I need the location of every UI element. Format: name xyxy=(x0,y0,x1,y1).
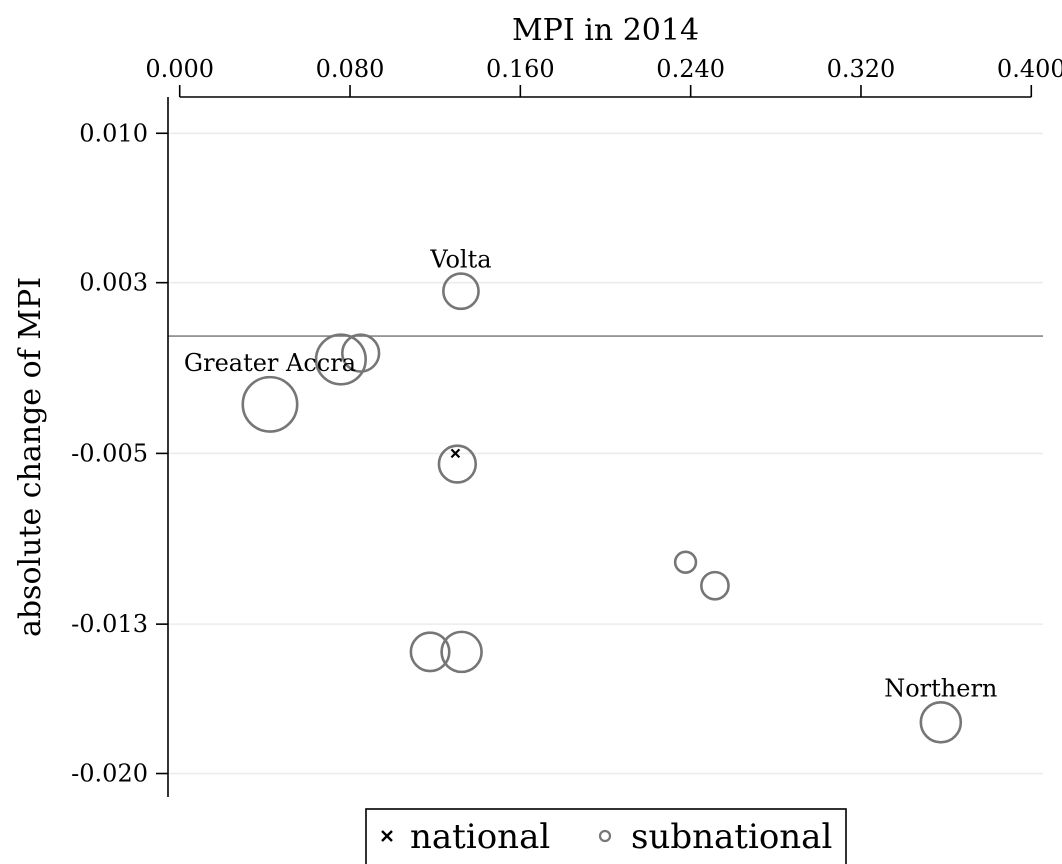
point-labels: Volta Greater Accra Northern xyxy=(184,246,997,703)
x-tick-label: 0.320 xyxy=(827,55,896,83)
point-label: Northern xyxy=(884,674,997,702)
y-tick-label: 0.003 xyxy=(79,269,148,297)
x-tick-label: 0.000 xyxy=(145,55,214,83)
legend-x-stroke xyxy=(381,830,393,842)
x-axis-title: MPI in 2014 xyxy=(512,13,699,48)
legend-box xyxy=(365,808,847,864)
y-tick-label: -0.013 xyxy=(71,610,148,638)
legend-national-marker xyxy=(381,830,393,842)
national-point-stroke xyxy=(450,448,461,459)
subnational-point xyxy=(700,570,730,601)
legend: national subnational xyxy=(365,808,847,864)
subnational-point xyxy=(442,272,480,311)
subnational-point xyxy=(673,550,698,574)
y-axis-title: absolute change of MPI xyxy=(13,277,48,637)
subnational-point xyxy=(440,630,483,674)
y-tick-label: -0.005 xyxy=(71,439,148,467)
subnational-point xyxy=(409,631,451,673)
subnational-point xyxy=(919,701,963,744)
national-point xyxy=(450,448,461,459)
subnational-point xyxy=(437,444,478,484)
x-tick-label: 0.160 xyxy=(486,55,555,83)
subnational-point xyxy=(241,375,299,433)
x-tick-label: 0.400 xyxy=(997,55,1062,83)
x-tick-label: 0.080 xyxy=(316,55,385,83)
legend-subnational-label: subnational xyxy=(631,817,832,857)
x-tick-label: 0.240 xyxy=(656,55,725,83)
y-tick-label: -0.020 xyxy=(71,760,148,788)
point-label: Volta xyxy=(429,246,491,274)
point-label: Greater Accra xyxy=(184,349,356,377)
gridlines xyxy=(168,132,1043,775)
data-points xyxy=(241,272,963,744)
legend-national-label: national xyxy=(410,817,550,857)
subnational-point xyxy=(314,333,367,386)
y-tick-label: 0.010 xyxy=(79,119,148,147)
subnational-point xyxy=(340,333,381,373)
legend-subnational-marker xyxy=(598,829,612,843)
axes: 0.010 0.003 -0.005 -0.013 -0.020 0.000 0.080 0.… xyxy=(71,55,1062,797)
